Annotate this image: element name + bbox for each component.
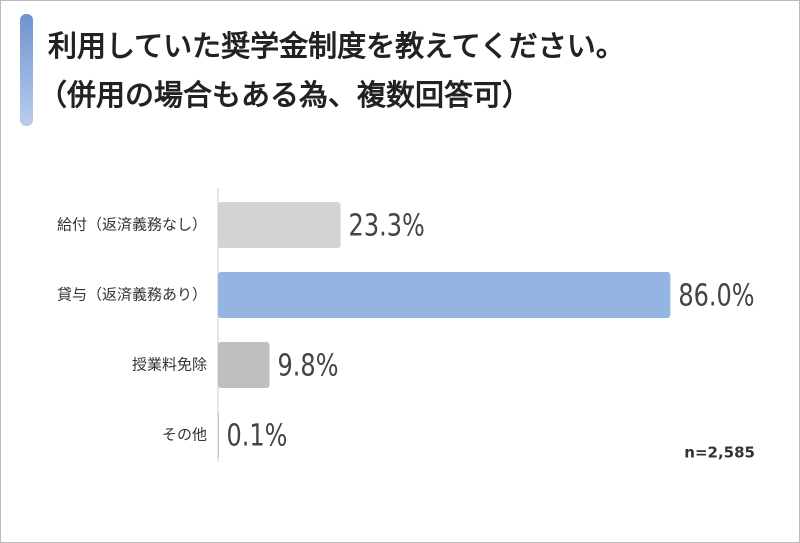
value-label: 9.8% bbox=[278, 349, 339, 383]
bar bbox=[218, 202, 341, 248]
value-label: 23.3% bbox=[349, 209, 425, 243]
category-label: 貸与（返済義務あり） bbox=[57, 286, 207, 304]
category-label: その他 bbox=[162, 426, 207, 444]
bar bbox=[218, 272, 671, 318]
annotation: n=2,585 bbox=[684, 444, 755, 462]
bar bbox=[218, 342, 270, 388]
category-label: 給付（返済義務なし） bbox=[57, 216, 207, 234]
chart-title: 利用していた奨学金制度を教えてください。 bbox=[48, 29, 625, 63]
category-label: 授業料免除 bbox=[132, 356, 207, 374]
bar bbox=[218, 412, 219, 458]
title-accent bbox=[20, 14, 33, 126]
chart-subtitle: （併用の場合もある為、複数回答可） bbox=[38, 78, 531, 112]
value-label: 86.0% bbox=[678, 279, 754, 313]
value-label: 0.1% bbox=[227, 419, 288, 453]
